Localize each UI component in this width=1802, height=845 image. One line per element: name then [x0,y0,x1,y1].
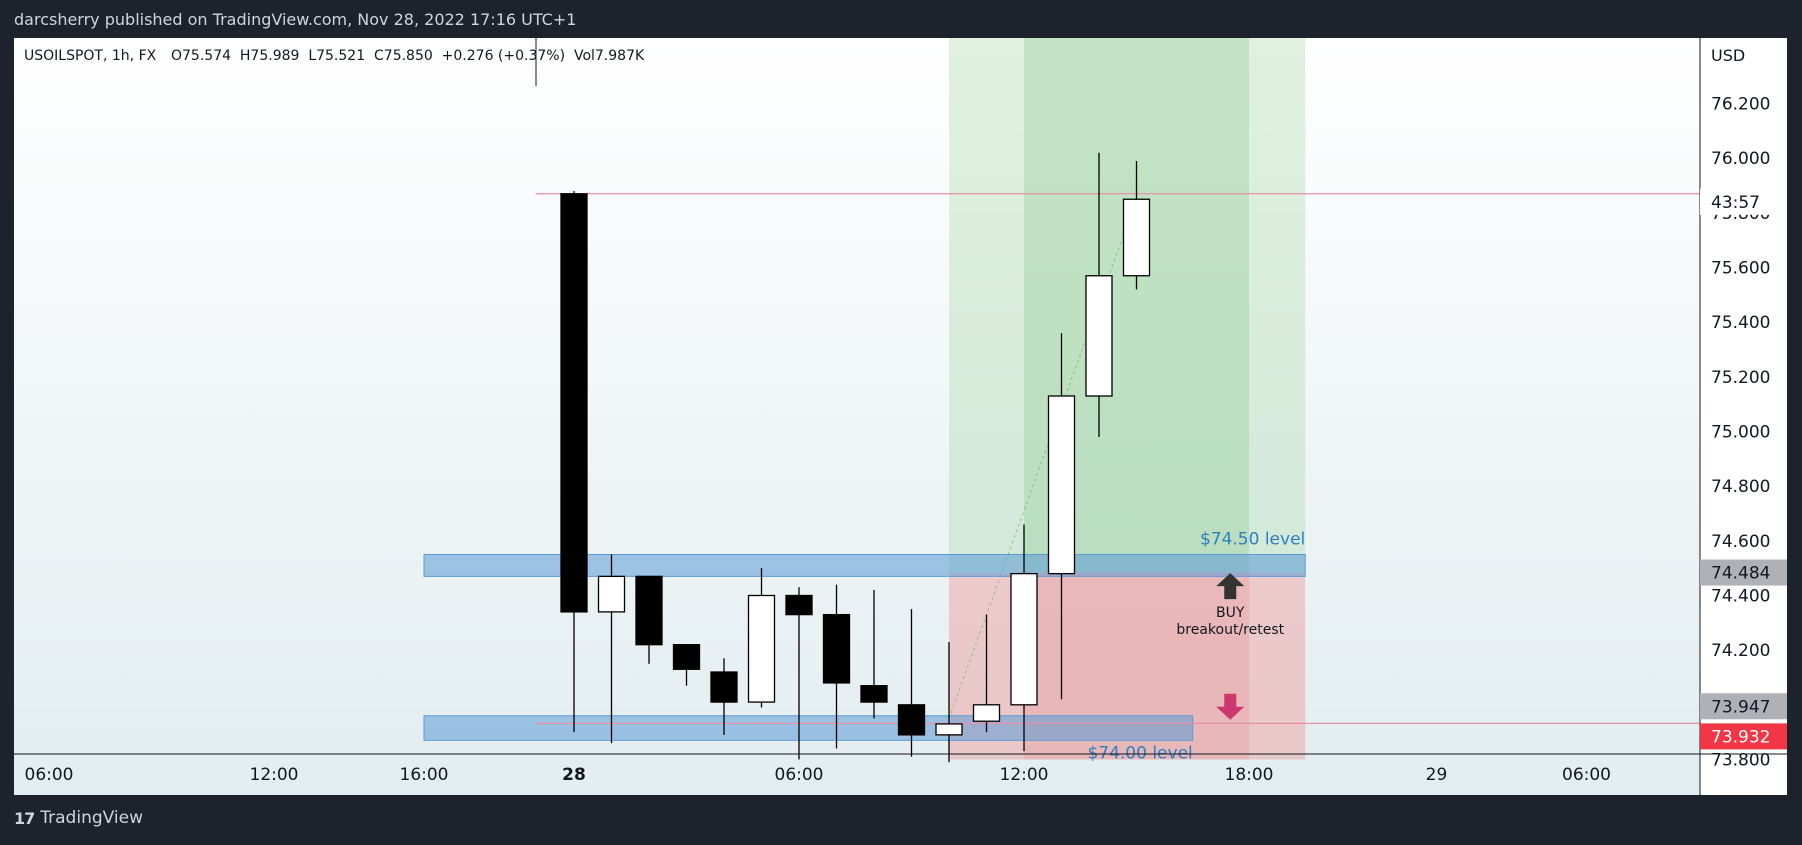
candle-body-6 [785,594,813,616]
candle-body-4 [710,671,738,703]
candle-body-3 [672,644,701,670]
annotation-title-0: BUY [1216,605,1245,621]
annotation-sub-0: breakout/retest [1176,622,1284,638]
y-tick-label-6: 75.000 [1711,423,1770,443]
x-tick-label-1: 12:00 [250,765,299,785]
chart-frame[interactable]: $74.50 level $74.00 level BUY breakout/ret… [14,38,1787,795]
level-zones[interactable]: $74.50 level $74.00 level [423,530,1306,764]
y-tick-label-9: 74.400 [1711,586,1770,606]
candle-body-1 [597,575,626,613]
axes: USD76.20076.00075.80075.60075.40075.2007… [14,38,1787,795]
y-tick-label-4: 75.400 [1711,313,1770,333]
y-tick-label-12: 73.800 [1711,750,1770,770]
price-label-bg-2 [1700,693,1787,720]
price-label-bg-1 [1700,559,1787,586]
x-tick-label-8: 06:00 [1562,765,1611,785]
candles [560,152,1151,763]
target-zone [949,38,1306,573]
y-tick-label-1: 76.000 [1711,149,1770,169]
plot-background [14,38,1714,795]
y-tick-label-3: 75.600 [1711,259,1770,279]
position-tool[interactable] [948,38,1306,760]
candle-body-10 [935,723,963,736]
candlestick-chart[interactable]: $74.50 level $74.00 level BUYbreakout/ret… [14,38,1787,795]
candle-body-9 [897,704,926,736]
level-zone-0 [423,554,1306,577]
x-tick-label-2: 16:00 [400,765,449,785]
candle-body-13 [1047,395,1076,575]
published-info: darcsherry published on TradingView.com,… [14,10,577,29]
candle-body-14 [1085,275,1113,397]
x-tick-label-4: 06:00 [775,765,824,785]
candle-body-0 [560,193,588,613]
candle-body-8 [860,685,888,703]
candle-body-15 [1122,198,1151,277]
tradingview-logo-icon: 17 [14,808,35,828]
x-tick-label-6: 18:00 [1225,765,1274,785]
x-tick-label-7: 29 [1426,765,1448,785]
level-label-1: $74.00 level [1087,743,1192,763]
horizontal-lines [535,38,1714,724]
brand-label: TradingView [40,808,143,828]
y-tick-label-8: 74.600 [1711,532,1770,552]
y-tick-label-10: 74.200 [1711,641,1770,661]
price-label-0: 43:57 [1711,193,1760,213]
price-label-bg-3 [1700,723,1787,750]
legend-symbol: USOILSPOT, 1h, FX [24,48,157,64]
y-tick-label-7: 74.800 [1711,477,1770,497]
currency-label: USD [1711,46,1745,65]
y-tick-label-0: 76.200 [1711,95,1770,115]
x-tick-label-5: 12:00 [1000,765,1049,785]
x-tick-label-0: 06:00 [25,765,74,785]
footer-bar [0,795,1802,845]
level-label-0: $74.50 level [1200,530,1305,550]
stop-arrow-icon [1216,693,1245,720]
candle-body-5 [747,594,776,703]
x-tick-label-3: 28 [562,765,586,785]
publisher-bar: darcsherry published on TradingView.com,… [0,0,1802,38]
candle-body-11 [972,704,1001,722]
price-label-3: 73.932 [1711,727,1770,747]
legend-ohlc: O75.574 H75.989 L75.521 C75.850 +0.276 (… [171,48,645,64]
price-label-bg-0 [1700,188,1787,215]
candle-body-7 [822,613,851,684]
buy-arrow-icon [1216,573,1245,600]
y-tick-label-5: 75.200 [1711,368,1770,388]
price-label-1: 74.484 [1711,564,1770,584]
candle-body-12 [1010,572,1038,706]
trade-path-line [948,199,1137,719]
price-label-2: 73.947 [1711,697,1770,717]
level-zone-1 [423,715,1194,741]
tradingview-brand[interactable]: 17 TradingView [14,808,143,828]
candle-body-2 [635,575,663,646]
price-axis-background [1700,38,1787,795]
